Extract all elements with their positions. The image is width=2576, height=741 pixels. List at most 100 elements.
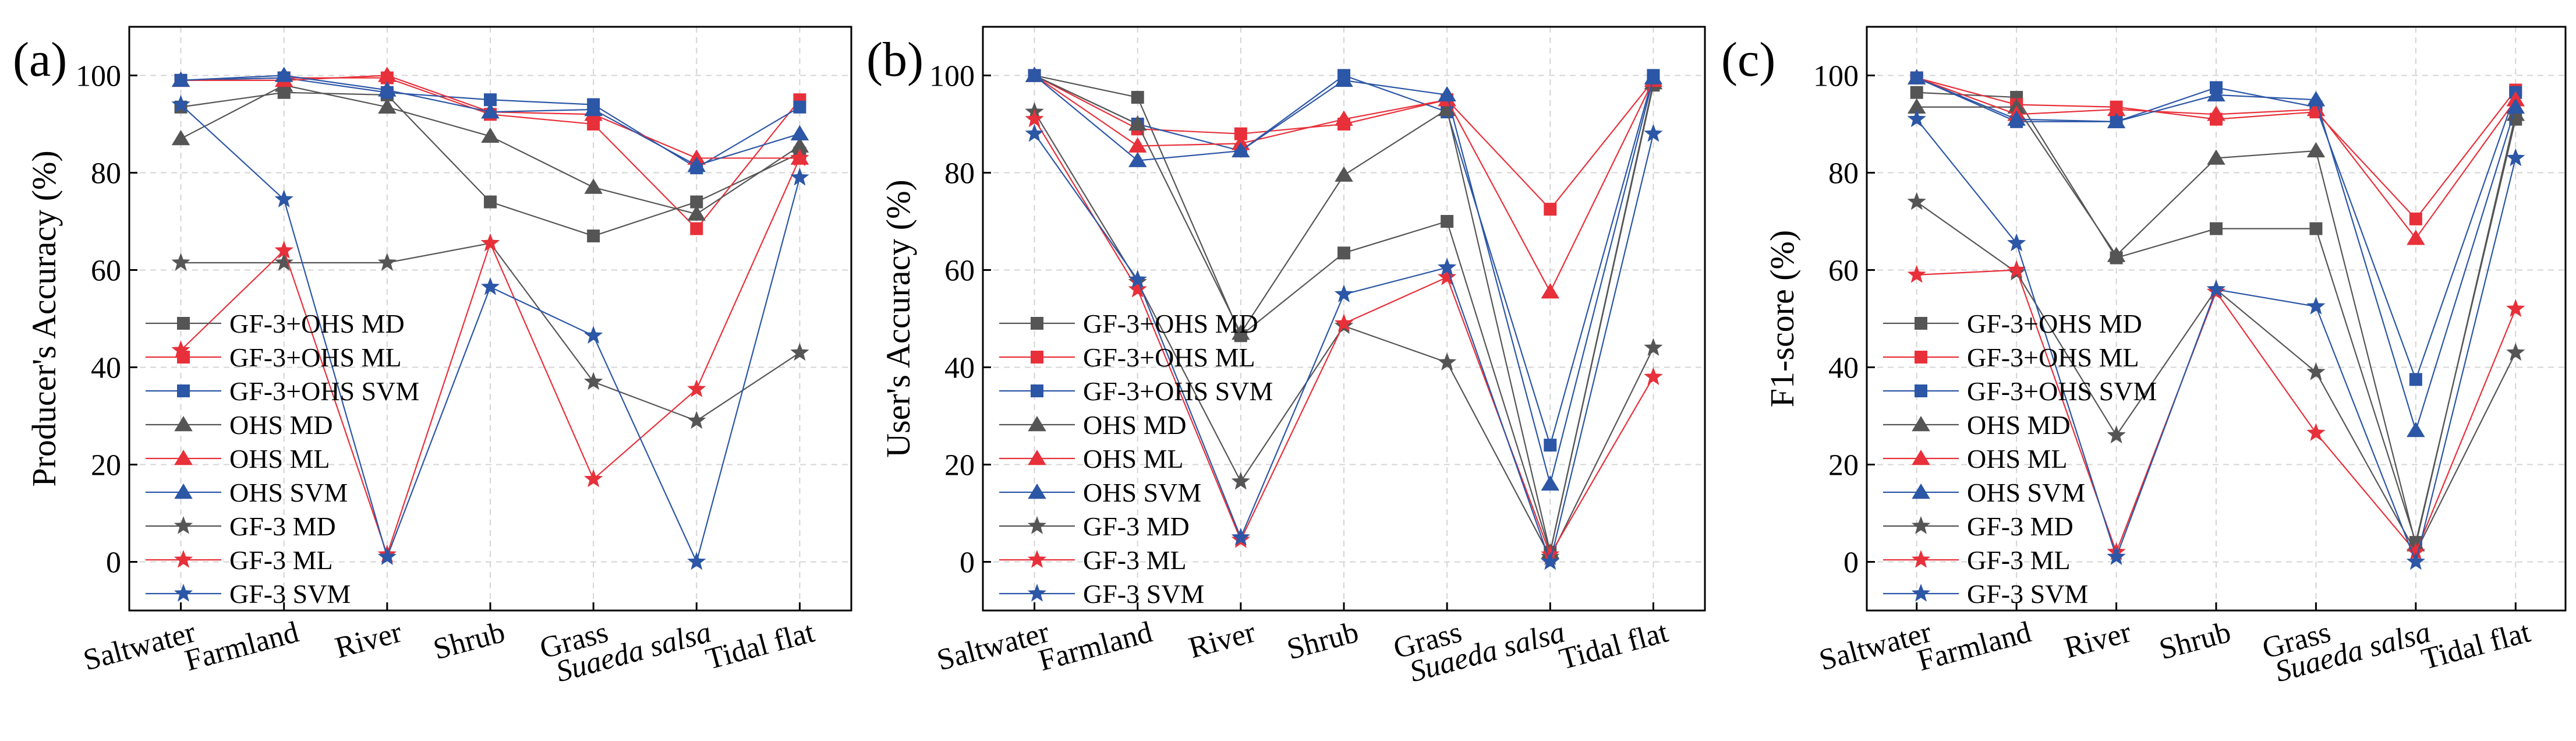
legend-marker-ohs-md	[1912, 416, 1930, 432]
data-point-ohs-md-6	[790, 137, 809, 153]
legend-marker-ohs-ml	[1028, 450, 1046, 465]
legend-label-gf-3-plus-ohs-md: GF-3+OHS MD	[1083, 309, 1258, 338]
data-point-gf-3-plus-ohs-svm-5	[2409, 373, 2422, 386]
data-point-gf-3-plus-ohs-md-4	[1441, 215, 1454, 228]
data-point-gf-3-plus-ohs-svm-3	[484, 93, 497, 107]
data-point-gf-3-ml-3	[480, 233, 500, 252]
data-point-ohs-ml-4	[2306, 100, 2326, 117]
y-tick-label-0: 0	[960, 546, 975, 580]
data-point-gf-3-plus-ohs-ml-5	[690, 222, 703, 235]
legend-label-ohs-svm: OHS SVM	[1967, 478, 2085, 507]
data-point-ohs-md-1	[1128, 115, 1147, 131]
data-point-gf-3-md-2	[1231, 471, 1251, 490]
chart-panel-0: GF-3+OHS MD GF-3+OHS ML GF-3+OHS SVM OHS MD…	[13, 26, 852, 689]
legend-label-gf-3-md: GF-3 MD	[1967, 511, 2073, 541]
y-tick-label-20: 20	[944, 449, 975, 482]
legend-marker-ohs-ml	[174, 450, 193, 465]
data-point-ohs-svm-1	[2007, 110, 2026, 126]
data-point-gf-3-md-6	[790, 343, 809, 361]
legend-marker-gf-3-md	[1911, 516, 1931, 534]
legend-marker-gf-3-plus-ohs-ml	[177, 351, 190, 364]
legend-label-gf-3-plus-ohs-svm: GF-3+OHS SVM	[1083, 376, 1273, 406]
legend-label-gf-3-svm: GF-3 SVM	[229, 579, 351, 609]
panel-label: (c)	[1721, 33, 1775, 87]
data-point-ohs-svm-1	[274, 66, 293, 82]
legend-marker-gf-3-plus-ohs-ml	[1031, 351, 1043, 364]
data-point-gf-3-svm-0	[171, 94, 190, 113]
legend-label-ohs-svm: OHS SVM	[1083, 478, 1201, 507]
data-point-ohs-svm-0	[1025, 66, 1044, 82]
data-point-ohs-md-3	[1335, 166, 1353, 182]
data-point-ohs-svm-0	[171, 71, 190, 87]
data-point-gf-3-plus-ohs-ml-5	[2409, 212, 2422, 225]
data-point-gf-3-ml-6	[790, 148, 809, 167]
x-tick-label-shrub: Shrub	[430, 616, 508, 666]
legend-label-gf-3-ml: GF-3 ML	[1967, 545, 2071, 575]
data-point-ohs-svm-5	[2407, 422, 2425, 437]
data-point-gf-3-svm-5	[1541, 552, 1560, 570]
y-tick-label-100: 100	[76, 60, 121, 93]
data-point-gf-3-svm-2	[1231, 527, 1251, 546]
data-point-gf-3-svm-1	[1128, 270, 1147, 288]
x-tick-label-tidal-flat: Tidal flat	[1556, 615, 1672, 676]
data-point-gf-3-plus-ohs-md-0	[1910, 86, 1923, 99]
data-point-gf-3-svm-6	[1644, 123, 1663, 142]
x-tick-label-river: River	[2061, 616, 2134, 665]
data-point-gf-3-ml-5	[2406, 542, 2426, 560]
legend-marker-gf-3-plus-ohs-md	[177, 317, 190, 330]
legend-marker-gf-3-plus-ohs-svm	[1915, 384, 1927, 397]
data-point-gf-3-svm-3	[480, 277, 500, 295]
legend-label-gf-3-plus-ohs-ml: GF-3+OHS ML	[1083, 343, 1255, 372]
x-tick-label-farmland: Farmland	[1914, 616, 2034, 678]
data-point-gf-3-plus-ohs-md-3	[1337, 246, 1350, 260]
data-point-gf-3-ml-3	[1334, 313, 1354, 332]
data-point-ohs-svm-2	[1232, 142, 1250, 158]
chart-panel-2: GF-3+OHS MD GF-3+OHS ML GF-3+OHS SVM OHS MD…	[1721, 26, 2567, 689]
data-point-ohs-ml-5	[2407, 230, 2425, 245]
data-point-gf-3-svm-6	[2506, 148, 2525, 167]
data-point-gf-3-md-4	[583, 372, 603, 390]
legend-label-gf-3-ml: GF-3 ML	[229, 545, 333, 575]
data-point-ohs-md-0	[171, 130, 190, 146]
data-point-gf-3-ml-1	[2007, 260, 2026, 278]
data-point-ohs-ml-1	[1128, 137, 1147, 153]
data-point-ohs-ml-3	[1335, 110, 1353, 126]
series-ohs-svm	[1907, 69, 2525, 437]
legend-marker-gf-3-plus-ohs-svm	[1031, 384, 1043, 397]
legend-marker-gf-3-plus-ohs-svm	[177, 384, 190, 397]
x-tick-label-shrub: Shrub	[2156, 616, 2234, 666]
data-point-ohs-svm-4	[2306, 91, 2326, 107]
data-point-ohs-md-4	[584, 178, 603, 194]
y-tick-label-0: 0	[106, 546, 121, 580]
legend-marker-gf-3-md	[174, 516, 193, 534]
data-point-gf-3-svm-4	[1437, 257, 1457, 276]
legend-label-gf-3-md: GF-3 MD	[229, 511, 336, 541]
series-gf-3-svm	[1907, 109, 2525, 570]
data-point-ohs-svm-5	[1541, 475, 1560, 491]
data-point-gf-3-ml-5	[687, 379, 706, 397]
data-point-gf-3-svm-6	[790, 167, 809, 186]
legend: GF-3+OHS MD GF-3+OHS ML GF-3+OHS SVM OHS MD…	[999, 309, 1273, 609]
data-point-ohs-ml-2	[2107, 100, 2126, 117]
data-point-ohs-md-4	[2306, 142, 2326, 158]
data-point-ohs-svm-3	[481, 103, 500, 119]
data-point-ohs-md-2	[2107, 246, 2126, 262]
panel-label: (b)	[866, 33, 923, 87]
data-point-ohs-svm-4	[1438, 86, 1456, 102]
data-point-gf-3-md-4	[1437, 352, 1457, 370]
data-point-gf-3-plus-ohs-svm-5	[1544, 439, 1557, 452]
data-point-gf-3-ml-6	[1644, 367, 1663, 385]
legend-label-gf-3-plus-ohs-svm: GF-3+OHS SVM	[1967, 376, 2157, 406]
x-tick-label-river: River	[332, 616, 405, 665]
legend-label-ohs-md: OHS MD	[229, 410, 333, 440]
y-tick-label-100: 100	[929, 60, 975, 93]
data-point-gf-3-md-2	[377, 252, 397, 271]
data-point-gf-3-ml-4	[583, 469, 603, 488]
data-point-gf-3-md-4	[2306, 362, 2326, 380]
legend-label-gf-3-plus-ohs-ml: GF-3+OHS ML	[1967, 343, 2139, 372]
legend-marker-gf-3-ml	[1911, 550, 1931, 568]
legend-label-gf-3-ml: GF-3 ML	[1083, 545, 1187, 575]
data-point-gf-3-plus-ohs-svm-6	[793, 100, 806, 114]
x-tick-label-shrub: Shrub	[1283, 616, 1362, 666]
